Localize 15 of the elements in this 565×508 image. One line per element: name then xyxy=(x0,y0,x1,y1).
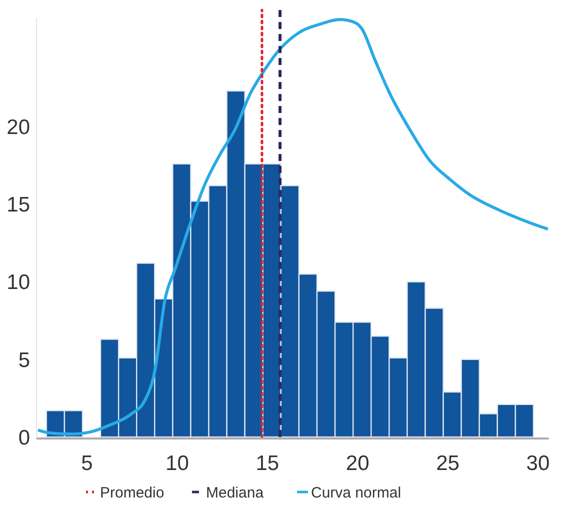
y-tick-label: 10 xyxy=(6,271,30,294)
legend-label: Promedio xyxy=(100,484,164,502)
legend-label: Mediana xyxy=(206,484,264,502)
x-tick-label: 10 xyxy=(166,452,189,475)
y-tick-label: 5 xyxy=(18,348,30,372)
x-tick-label: 25 xyxy=(436,452,460,475)
y-tick-label: 20 xyxy=(6,116,30,139)
x-tick-label: 30 xyxy=(526,452,550,475)
y-tick-label: 15 xyxy=(6,194,30,217)
legend-label: Curva normal xyxy=(311,484,402,502)
x-tick-label: 5 xyxy=(81,452,93,475)
x-tick-label: 15 xyxy=(256,452,280,475)
line-series xyxy=(36,18,550,436)
y-tick-label: 0 xyxy=(18,426,30,450)
x-tick-label: 20 xyxy=(346,452,370,475)
